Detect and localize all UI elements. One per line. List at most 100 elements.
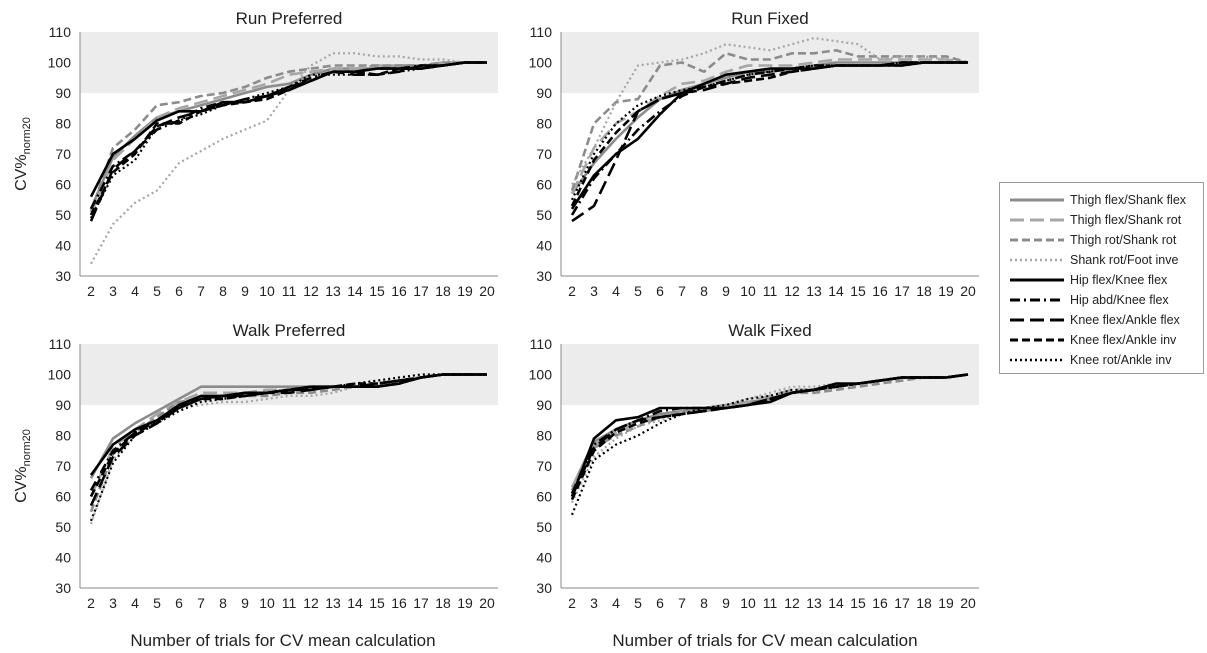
y-tick-label: 90 xyxy=(55,85,71,101)
series-line xyxy=(571,373,969,504)
legend-item: Hip flex/Knee flex xyxy=(1008,271,1167,289)
legend-swatch xyxy=(1010,338,1064,342)
y-tick-label: 60 xyxy=(536,177,552,193)
x-tick-label: 17 xyxy=(894,283,910,299)
x-tick-label: 13 xyxy=(806,283,822,299)
x-tick-label: 11 xyxy=(763,283,778,299)
y-tick-label: 100 xyxy=(48,55,72,71)
x-tick-label: 4 xyxy=(612,595,620,611)
x-tick-label: 3 xyxy=(590,283,598,299)
y-tick-label: 90 xyxy=(536,85,552,101)
legend-label: Thigh flex/Shank rot xyxy=(1070,213,1182,227)
y-tick-label: 110 xyxy=(530,336,553,352)
legend: Thigh flex/Shank flex Thigh flex/Shank ro… xyxy=(999,182,1204,374)
y-tick-label: 70 xyxy=(55,146,71,162)
y-tick-label: 70 xyxy=(55,458,71,474)
legend-swatch xyxy=(1010,258,1064,262)
legend-item: Knee rot/Ankle inv xyxy=(1008,351,1171,369)
legend-item: Knee flex/Ankle inv xyxy=(1008,331,1176,349)
x-tick-label: 8 xyxy=(700,283,708,299)
legend-label: Knee rot/Ankle inv xyxy=(1070,353,1172,367)
legend-swatch xyxy=(1010,238,1064,242)
y-tick-label: 100 xyxy=(529,367,553,383)
legend-item: Thigh flex/Shank rot xyxy=(1008,211,1181,229)
panel-title: Walk Preferred xyxy=(233,321,346,340)
y-tick-label: 80 xyxy=(55,428,71,444)
legend-swatch xyxy=(1010,358,1064,362)
y-tick-label: 100 xyxy=(48,367,72,383)
legend-label: Knee flex/Ankle inv xyxy=(1070,333,1177,347)
x-tick-label: 9 xyxy=(241,283,249,299)
panel-title: Run Preferred xyxy=(236,9,343,28)
x-tick-label: 2 xyxy=(568,595,576,611)
x-tick-label: 15 xyxy=(369,283,385,299)
series-line xyxy=(570,373,969,501)
series-line xyxy=(571,36,969,186)
legend-item: Thigh flex/Shank flex xyxy=(1008,191,1186,209)
x-tick-label: 19 xyxy=(457,595,473,611)
x-tick-label: 11 xyxy=(282,595,297,611)
x-tick-label: 6 xyxy=(175,283,183,299)
y-tick-label: 70 xyxy=(536,458,552,474)
x-tick-label: 4 xyxy=(131,283,139,299)
y-tick-label: 60 xyxy=(55,489,71,505)
x-tick-label: 19 xyxy=(938,595,954,611)
x-tick-label: 20 xyxy=(960,283,976,299)
x-tick-label: 20 xyxy=(960,595,976,611)
y-tick-label: 40 xyxy=(55,550,71,566)
y-tick-label: 30 xyxy=(55,268,71,284)
x-tick-label: 5 xyxy=(634,595,642,611)
x-tick-label: 16 xyxy=(872,283,888,299)
x-tick-label: 9 xyxy=(722,595,730,611)
y-tick-label: 50 xyxy=(55,207,71,223)
x-axis-label-top: Number of trials for CV mean calculation xyxy=(130,631,435,650)
x-tick-label: 18 xyxy=(916,283,932,299)
series-line xyxy=(89,373,487,522)
legend-label: Thigh flex/Shank flex xyxy=(1070,193,1187,207)
x-tick-label: 2 xyxy=(87,595,95,611)
y-tick-label: 80 xyxy=(55,116,71,132)
y-tick-label: 50 xyxy=(55,519,71,535)
x-tick-label: 2 xyxy=(87,283,95,299)
x-tick-label: 13 xyxy=(806,595,822,611)
x-tick-label: 4 xyxy=(131,595,139,611)
x-tick-label: 8 xyxy=(219,283,227,299)
chart-panel: Walk Preferred 30 40 50 60 70 80 90 100 110 2 3 4 5 6 7… xyxy=(13,321,498,611)
x-tick-label: 3 xyxy=(109,283,117,299)
legend-item: Hip abd/Knee flex xyxy=(1008,291,1169,309)
chart-panel: Run Preferred 30 40 50 60 70 80 90 100 110 2 3 4 5 6 7 8… xyxy=(13,9,498,299)
y-axis-label: CV%norm20 xyxy=(13,429,33,503)
series-line xyxy=(570,61,968,216)
y-tick-label: 30 xyxy=(55,580,71,596)
y-tick-label: 40 xyxy=(55,238,71,254)
panel-title: Run Fixed xyxy=(731,9,808,28)
y-tick-label: 80 xyxy=(536,428,552,444)
x-tick-label: 5 xyxy=(153,595,161,611)
y-tick-label: 100 xyxy=(529,55,553,71)
x-tick-label: 12 xyxy=(303,283,319,299)
series-line xyxy=(570,48,969,192)
x-tick-label: 4 xyxy=(612,283,620,299)
x-tick-label: 15 xyxy=(369,595,385,611)
x-tick-label: 3 xyxy=(590,595,598,611)
chart-panel: Walk Fixed 30 40 50 60 70 80 90 100 110 2 3 4 5 6 7 8 9 10… xyxy=(529,321,979,611)
x-tick-label: 10 xyxy=(740,595,756,611)
x-tick-label: 8 xyxy=(700,595,708,611)
y-tick-label: 40 xyxy=(536,550,552,566)
x-tick-label: 9 xyxy=(241,595,249,611)
legend-item: Shank rot/Foot inve xyxy=(1008,251,1178,269)
x-tick-label: 12 xyxy=(784,283,800,299)
x-tick-label: 10 xyxy=(740,283,756,299)
x-tick-label: 14 xyxy=(347,283,363,299)
x-tick-label: 5 xyxy=(634,283,642,299)
y-tick-label: 90 xyxy=(55,397,71,413)
y-axis-label: CV%norm20 xyxy=(13,117,33,191)
x-tick-label: 17 xyxy=(413,283,429,299)
x-tick-label: 12 xyxy=(784,595,800,611)
x-tick-label: 16 xyxy=(872,595,888,611)
x-tick-label: 8 xyxy=(219,595,227,611)
y-tick-label: 70 xyxy=(536,146,552,162)
y-tick-label: 30 xyxy=(536,580,552,596)
y-tick-label: 110 xyxy=(49,24,72,40)
x-tick-label: 17 xyxy=(894,595,910,611)
